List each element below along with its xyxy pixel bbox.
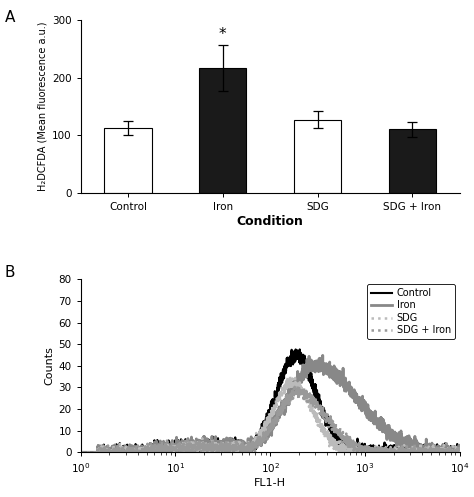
Iron <box>121 449 127 455</box>
Text: A: A <box>5 9 15 24</box>
Iron <box>239 446 245 452</box>
Iron <box>457 447 463 453</box>
Bar <box>104 128 152 193</box>
Control <box>121 449 127 455</box>
SDG <box>409 449 414 455</box>
Iron <box>144 448 149 454</box>
SDG + Iron <box>239 448 245 454</box>
SDG + Iron <box>121 449 127 455</box>
SDG <box>450 449 456 455</box>
X-axis label: Condition: Condition <box>237 215 304 228</box>
Control <box>409 449 414 455</box>
Line: Iron: Iron <box>81 355 460 452</box>
X-axis label: FL1-H: FL1-H <box>254 478 286 488</box>
Control <box>223 447 229 453</box>
Iron <box>78 449 83 455</box>
Line: SDG + Iron: SDG + Iron <box>81 386 460 452</box>
Text: B: B <box>5 265 15 280</box>
Iron <box>450 446 456 452</box>
SDG + Iron <box>223 446 229 452</box>
Control <box>239 449 245 455</box>
Line: Control: Control <box>81 349 460 452</box>
SDG + Iron <box>450 449 456 455</box>
Iron <box>320 352 326 358</box>
Bar <box>199 68 246 193</box>
Text: *: * <box>219 27 227 42</box>
Bar <box>294 120 341 193</box>
Control <box>78 449 83 455</box>
Legend: Control, Iron, SDG, SDG + Iron: Control, Iron, SDG, SDG + Iron <box>367 284 455 339</box>
SDG <box>78 449 83 455</box>
Y-axis label: Counts: Counts <box>44 346 54 385</box>
Control <box>457 445 463 451</box>
Control <box>450 446 456 452</box>
Control <box>144 448 149 454</box>
Bar <box>389 129 436 193</box>
SDG <box>287 374 293 380</box>
Y-axis label: H₂DCFDA (Mean fluorescence a.u.): H₂DCFDA (Mean fluorescence a.u.) <box>38 21 48 191</box>
SDG <box>223 444 229 450</box>
SDG + Iron <box>295 383 301 389</box>
SDG + Iron <box>78 449 83 455</box>
SDG <box>121 449 127 455</box>
SDG <box>144 449 149 455</box>
SDG + Iron <box>144 444 149 450</box>
SDG <box>239 445 245 451</box>
SDG + Iron <box>457 449 463 455</box>
SDG + Iron <box>409 449 414 455</box>
SDG <box>457 447 463 453</box>
Line: SDG: SDG <box>81 377 460 452</box>
Iron <box>409 439 414 445</box>
Control <box>297 346 302 352</box>
Iron <box>223 442 229 448</box>
